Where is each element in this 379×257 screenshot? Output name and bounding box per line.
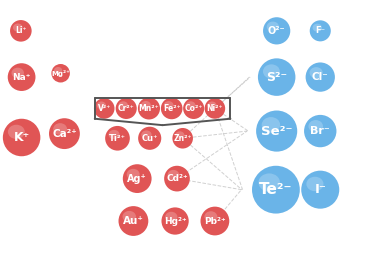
Ellipse shape (309, 120, 323, 132)
Text: Cd²⁺: Cd²⁺ (166, 174, 188, 183)
Ellipse shape (258, 58, 296, 96)
Text: F⁻: F⁻ (315, 26, 325, 35)
Text: Ni²⁺: Ni²⁺ (207, 104, 223, 113)
Text: Li⁺: Li⁺ (15, 26, 27, 35)
Text: Fe²⁺: Fe²⁺ (163, 104, 180, 113)
Ellipse shape (141, 130, 152, 139)
Ellipse shape (301, 171, 339, 209)
Ellipse shape (13, 23, 23, 32)
Ellipse shape (94, 98, 114, 119)
Ellipse shape (172, 128, 193, 149)
Ellipse shape (138, 127, 161, 150)
Ellipse shape (175, 131, 185, 139)
Ellipse shape (168, 170, 179, 180)
Text: O²⁻: O²⁻ (268, 26, 285, 36)
Ellipse shape (3, 119, 41, 156)
Ellipse shape (141, 101, 151, 109)
Ellipse shape (252, 166, 300, 214)
Text: Cr²⁺: Cr²⁺ (118, 104, 135, 113)
Text: Cl⁻: Cl⁻ (312, 72, 329, 82)
Ellipse shape (8, 125, 25, 139)
Ellipse shape (53, 123, 67, 135)
Ellipse shape (262, 117, 280, 133)
Text: I⁻: I⁻ (314, 183, 326, 196)
Ellipse shape (306, 177, 324, 191)
Text: Zn²⁺: Zn²⁺ (174, 134, 192, 143)
Ellipse shape (263, 64, 280, 79)
Ellipse shape (138, 97, 160, 120)
Text: Se²⁻: Se²⁻ (261, 125, 293, 137)
Ellipse shape (54, 67, 62, 74)
Ellipse shape (116, 98, 137, 119)
Ellipse shape (97, 102, 106, 109)
Ellipse shape (256, 111, 297, 152)
Ellipse shape (310, 67, 323, 78)
Ellipse shape (267, 22, 279, 32)
Ellipse shape (165, 212, 177, 222)
Ellipse shape (204, 211, 217, 222)
Ellipse shape (205, 98, 225, 119)
Ellipse shape (313, 24, 322, 32)
Ellipse shape (119, 206, 148, 236)
Text: Cu⁺: Cu⁺ (141, 134, 158, 143)
Text: Au⁺: Au⁺ (123, 216, 144, 226)
Text: S²⁻: S²⁻ (266, 71, 287, 84)
Ellipse shape (123, 164, 152, 193)
Ellipse shape (52, 64, 70, 82)
Ellipse shape (8, 63, 36, 91)
Text: Na⁺: Na⁺ (13, 72, 31, 82)
Ellipse shape (161, 98, 182, 119)
Ellipse shape (207, 102, 217, 109)
Ellipse shape (164, 166, 190, 191)
Ellipse shape (164, 101, 174, 109)
Ellipse shape (108, 130, 120, 139)
Ellipse shape (127, 169, 139, 180)
Text: Ag⁺: Ag⁺ (127, 174, 147, 183)
Text: Pb²⁺: Pb²⁺ (204, 216, 226, 226)
Text: Br⁻: Br⁻ (310, 126, 330, 136)
Ellipse shape (304, 115, 337, 147)
Text: Ca²⁺: Ca²⁺ (52, 129, 77, 139)
Ellipse shape (263, 17, 290, 44)
Ellipse shape (258, 173, 280, 191)
Ellipse shape (119, 101, 128, 109)
Text: Co²⁺: Co²⁺ (185, 104, 203, 113)
Text: Mn²⁺: Mn²⁺ (139, 104, 159, 113)
Text: Te²⁻: Te²⁻ (259, 182, 293, 197)
Text: Mg²⁺: Mg²⁺ (51, 70, 70, 77)
Text: Ti²⁺: Ti²⁺ (109, 134, 126, 143)
Text: Hg²⁺: Hg²⁺ (164, 216, 186, 226)
Text: K⁺: K⁺ (14, 131, 30, 144)
Ellipse shape (305, 62, 335, 92)
Text: V²⁺: V²⁺ (98, 104, 111, 113)
Ellipse shape (310, 20, 331, 41)
Ellipse shape (186, 101, 196, 109)
Ellipse shape (122, 211, 136, 222)
Ellipse shape (49, 118, 80, 149)
Ellipse shape (11, 68, 24, 78)
Ellipse shape (200, 207, 229, 235)
Ellipse shape (183, 98, 204, 119)
Ellipse shape (10, 20, 31, 42)
Ellipse shape (161, 207, 189, 235)
Ellipse shape (105, 126, 130, 151)
